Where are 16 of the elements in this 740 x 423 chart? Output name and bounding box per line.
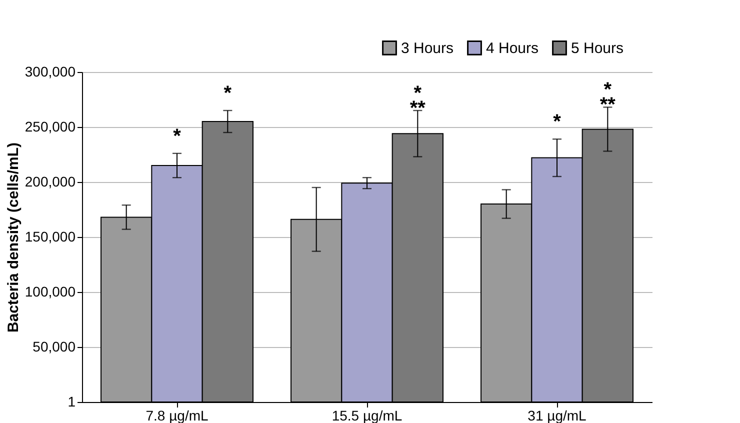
legend-label: 5 Hours xyxy=(571,40,624,57)
legend-label: 4 Hours xyxy=(486,40,539,57)
y-tick-label: 200,000 xyxy=(24,174,76,190)
y-tick-label: 50,000 xyxy=(32,338,76,354)
data-label: * ** xyxy=(410,82,426,120)
data-label: * xyxy=(224,82,232,104)
data-label: * xyxy=(173,125,182,148)
data-label: * xyxy=(553,111,562,134)
y-tick-label: 1 xyxy=(68,394,76,410)
y-tick-label: 150,000 xyxy=(24,228,76,244)
data-label: * ** xyxy=(600,79,616,116)
y-tick-label: 100,000 xyxy=(24,284,76,300)
y-tick-label: 250,000 xyxy=(24,118,76,134)
y-axis-title: Bacteria density (cells/mL) xyxy=(4,142,22,333)
legend-label: 3 Hours xyxy=(401,40,454,57)
y-tick-label: 300,000 xyxy=(24,64,76,80)
